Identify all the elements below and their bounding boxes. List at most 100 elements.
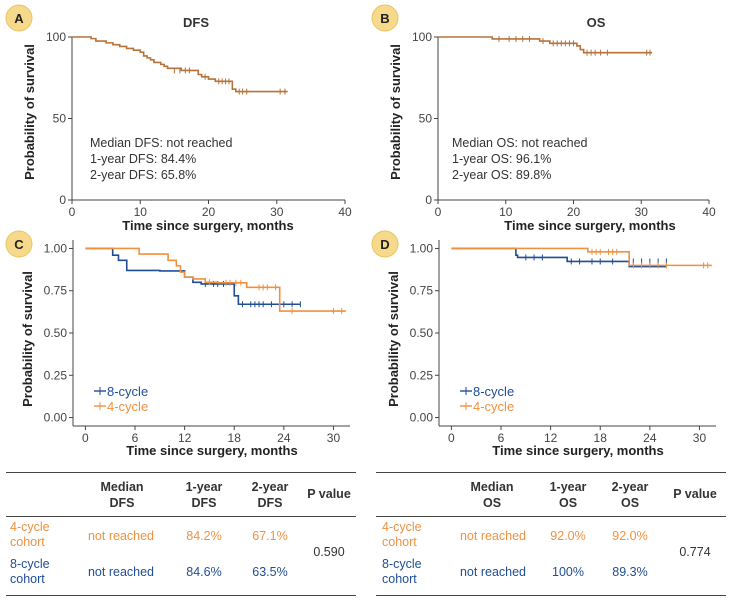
table-right-row1-cohort: 4-cycle cohort [382,520,422,549]
table-left-header-2yr: 2-year DFS [251,480,289,510]
panel-a-annotation-2yr: 2-year DFS: 65.8% [90,168,196,182]
panel-c-x-tick-label: 30 [327,431,341,445]
panel-b-title: OS [587,15,606,30]
panel-d-plot: 0 6 12 18 24 30 0.00 0.25 0.50 0.75 1.00 [410,240,716,445]
panel-c-x-tick-label: 6 [132,431,139,445]
panel-a-y-tick-label: 0 [59,193,66,207]
panel-b-annotation-2yr: 2-year OS: 89.8% [452,168,551,182]
panel-a-annotation-median: Median DFS: not reached [90,136,232,150]
table-right-row1-1yr: 92.0% [550,529,586,543]
panel-a-x-tick-label: 30 [270,205,284,219]
panel-c-x-tick-label: 0 [82,431,89,445]
panel-b-x-tick-label: 0 [435,205,442,219]
table-right-header-2yr: 2-year OS [611,480,649,510]
panel-b-ylabel: Probability of survival [388,44,403,180]
table-right-header-divider [376,516,726,517]
panel-c-legend-8cycle-label: 8-cycle [107,384,148,399]
panel-b-x-tick-label: 10 [499,205,513,219]
table-left-header-divider [6,516,356,517]
panel-a-badge [5,4,33,32]
panel-d-x-tick-label: 30 [693,431,707,445]
panel-c-badge [5,230,33,258]
panel-d-x-tick-label: 12 [544,431,558,445]
table-right-row2-median: not reached [459,565,527,579]
panel-c-y-tick-label: 0.25 [44,368,68,382]
panel-a-badge-label: A [14,11,24,26]
panel-d-y-tick-label: 0.50 [410,326,434,340]
panel-c-ylabel: Probability of survival [20,271,35,407]
panel-a-y-tick-label: 50 [53,112,67,126]
panel-b-annotation-1yr: 1-year OS: 96.1% [452,152,551,166]
panel-c-y-tick-label: 1.00 [44,241,68,255]
panel-d-y-tick-label: 0.75 [410,284,434,298]
panel-c-y-tick-label: 0.75 [44,284,68,298]
panel-c-curve-4-cycle [85,247,346,312]
panel-b-chart: B OS Probability of survival Time since … [371,4,716,233]
panel-d-y-tick-label: 0.25 [410,368,434,382]
panel-d-curve-8-cycle [451,247,667,268]
table-left-row1-2yr: 67.1% [252,529,288,543]
summary-table-right: Median OS 1-year OS 2-year OS P value 4-… [376,472,726,596]
panel-d-xlabel: Time since surgery, months [492,443,663,458]
panel-d-y-tick-label: 1.00 [410,241,434,255]
panel-c-xlabel: Time since surgery, months [126,443,297,458]
panel-a-x-tick-label: 20 [202,205,216,219]
panel-d-ylabel: Probability of survival [386,271,401,407]
panel-c-badge-label: C [14,237,24,252]
table-left-header-pvalue: P value [307,487,351,501]
panel-a-ylabel: Probability of survival [22,44,37,180]
table-right-pvalue: 0.774 [679,545,711,559]
panel-d-x-tick-label: 0 [448,431,455,445]
panel-d-badge-label: D [380,237,389,252]
panel-b-y-tick-label: 50 [419,112,433,126]
panel-a-y-tick-label: 100 [46,30,66,44]
panel-a-annotation-1yr: 1-year DFS: 84.4% [90,152,196,166]
panel-b-x-tick-label: 20 [567,205,581,219]
panel-c-plot: 0 6 12 18 24 30 0.00 0.25 0.50 0.75 1.00 [44,240,350,445]
table-left-row2-1yr: 84.6% [186,565,222,579]
panel-d-legend-4cycle-label: 4-cycle [473,399,514,414]
panel-b-y-tick-label: 0 [425,193,432,207]
panel-d-curve-4-cycle [451,247,712,267]
panel-b-badge-label: B [380,11,389,26]
panel-a-curve-overall [72,36,288,93]
panel-d-legend: 8-cycle 4-cycle [460,384,514,414]
panel-c-curve-8-cycle [85,247,301,306]
table-left-row1-median: not reached [87,529,155,543]
panel-b-y-tick-label: 100 [412,30,432,44]
table-right-row1-median: not reached [459,529,527,543]
panel-c-y-tick-label: 0.00 [44,411,68,425]
panel-d-y-tick-label: 0.00 [410,411,434,425]
table-right-row2-2yr: 89.3% [612,565,648,579]
panel-a-plot: 0 10 20 30 40 0 50 100 [46,30,352,219]
table-right-row1-2yr: 92.0% [612,529,648,543]
panel-b-xlabel: Time since surgery, months [504,218,675,233]
panel-d-chart: D Probability of survival Time since sur… [371,230,716,458]
panel-a-chart: A DFS Probability of survival Time since… [5,4,352,233]
panel-b-x-tick-label: 40 [702,205,716,219]
panel-a-x-tick-label: 0 [69,205,76,219]
panel-c-x-tick-label: 12 [178,431,192,445]
table-right-header-median: Median OS [470,480,514,510]
table-left-row2-2yr: 63.5% [252,565,288,579]
panel-c-x-tick-label: 18 [228,431,242,445]
panel-c-x-tick-label: 24 [277,431,291,445]
table-left-pvalue: 0.590 [313,545,345,559]
panel-b-plot: 0 10 20 30 40 0 50 100 [412,30,716,219]
table-left-row2-cohort: 8-cycle cohort [10,557,50,586]
table-left-row1-cohort: 4-cycle cohort [10,520,50,549]
panel-d-badge [371,230,399,258]
panel-c-legend: 8-cycle 4-cycle [94,384,148,414]
panel-c-chart: C Probability of survival Time since sur… [5,230,350,458]
table-right-header-pvalue: P value [673,487,717,501]
panel-b-annotation-median: Median OS: not reached [452,136,588,150]
table-right-row2-1yr: 100% [552,565,584,579]
panel-a-x-tick-label: 40 [338,205,352,219]
table-left-header-1yr: 1-year DFS [185,480,223,510]
table-right-header-1yr: 1-year OS [549,480,587,510]
panel-c-y-tick-label: 0.50 [44,326,68,340]
table-right-row2-cohort: 8-cycle cohort [382,557,422,586]
panel-a-title: DFS [183,15,209,30]
panel-b-x-tick-label: 30 [635,205,649,219]
panel-b-curve-overall [438,36,653,54]
